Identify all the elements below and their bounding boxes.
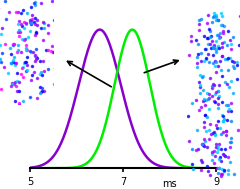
Text: ms: ms [162, 179, 177, 189]
